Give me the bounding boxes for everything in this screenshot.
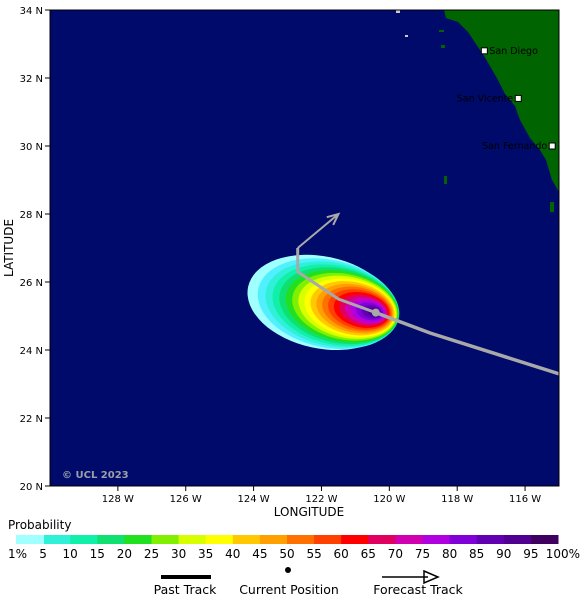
- city-label: San Diego: [489, 46, 538, 57]
- x-axis: 128 W 126 W 124 W 122 W 120 W 118 W 116 W: [102, 486, 541, 505]
- legend-scale-label: 75: [415, 547, 430, 561]
- track-key: Past Track Current Position Forecast Tra…: [154, 567, 464, 597]
- x-tick-label: 126 W: [170, 494, 202, 505]
- island: [441, 45, 445, 48]
- island: [396, 10, 400, 13]
- city-label: San Vicente: [457, 93, 514, 104]
- legend-scale-label: 1%: [8, 547, 27, 561]
- city-label: San Fernando: [482, 141, 547, 152]
- forecast-track-key-arrow: [423, 569, 440, 585]
- legend-title: Probability: [8, 518, 72, 532]
- city-marker: [514, 94, 522, 102]
- legend-swatch: [70, 535, 98, 544]
- y-tick-label: 32 N: [20, 74, 43, 85]
- forecast-arrowhead: [326, 212, 341, 226]
- y-tick-label: 34 N: [20, 6, 43, 17]
- probability-scale: 1% 5 10 15 20 25 30 35 40 45 50 55 60 65 70 75 80 85 90 95 1…: [8, 535, 580, 561]
- legend-swatch: [97, 535, 125, 544]
- legend-scale-label: 65: [361, 547, 376, 561]
- x-tick-label: 128 W: [102, 494, 134, 505]
- forecast-track-key-label: Forecast Track: [373, 582, 463, 597]
- current-position-key-label: Current Position: [239, 582, 339, 597]
- x-tick-label: 118 W: [441, 494, 473, 505]
- legend-swatch: [503, 535, 532, 544]
- legend-swatch: [449, 535, 478, 544]
- x-tick-label: 122 W: [305, 494, 337, 505]
- y-tick-label: 28 N: [20, 210, 43, 221]
- y-tick-label: 24 N: [20, 346, 43, 357]
- city-marker: [548, 142, 556, 150]
- ocean-area: [50, 10, 559, 486]
- legend-scale-label: 35: [198, 547, 213, 561]
- legend-scale-label: 60: [334, 547, 349, 561]
- coastline-land: [444, 10, 559, 192]
- storm-tracks: [296, 212, 559, 376]
- y-tick-label: 30 N: [20, 142, 43, 153]
- legend-scale-label: 80: [442, 547, 457, 561]
- island: [405, 35, 408, 37]
- legend-scale-label: 45: [252, 547, 267, 561]
- legend-swatch: [151, 535, 180, 544]
- legend-swatch: [43, 535, 71, 544]
- legend-scale-label: 25: [144, 547, 159, 561]
- x-axis-title: LONGITUDE: [274, 505, 344, 519]
- past-track: [296, 248, 377, 315]
- forecast-track-segment: [375, 310, 559, 376]
- legend-scale-label: 20: [117, 547, 132, 561]
- legend-scale-label: 10: [63, 547, 78, 561]
- past-track-key-label: Past Track: [154, 582, 217, 597]
- y-tick-label: 22 N: [20, 414, 43, 425]
- y-axis: 34 N 32 N 30 N 28 N 26 N 24 N 22 N 20 N: [20, 6, 50, 493]
- legend-scale-label: 5: [39, 547, 47, 561]
- legend-swatch: [368, 535, 396, 544]
- city-marker: [480, 47, 488, 55]
- legend-scale-label: 40: [225, 547, 240, 561]
- y-axis-title: LATITUDE: [2, 219, 16, 277]
- legend-swatch: [259, 535, 288, 544]
- legend-scale-label: 100%: [546, 547, 580, 561]
- legend-scale-label: 90: [496, 547, 511, 561]
- legend-swatch: [422, 535, 451, 544]
- legend-swatch: [178, 535, 207, 544]
- copyright-text: © UCL 2023: [62, 470, 129, 481]
- legend-scale-label: 55: [306, 547, 321, 561]
- current-position-marker: [371, 308, 380, 317]
- legend-swatch: [314, 535, 342, 544]
- legend-scale-label: 50: [279, 547, 294, 561]
- legend-swatch: [476, 535, 505, 544]
- legend-scale-label: 15: [90, 547, 105, 561]
- island: [444, 176, 447, 184]
- legend-swatch: [16, 535, 44, 544]
- x-tick-label: 124 W: [238, 494, 270, 505]
- current-position-key-dot: [285, 567, 291, 573]
- legend-swatch: [124, 535, 152, 544]
- plot-frame: [49, 9, 560, 487]
- legend-swatch: [232, 535, 261, 544]
- y-tick-label: 26 N: [20, 278, 43, 289]
- forecast-track-segment: [297, 213, 340, 249]
- x-tick-label: 116 W: [509, 494, 541, 505]
- legend-swatch: [341, 535, 369, 544]
- y-tick-label: 20 N: [20, 482, 43, 493]
- legend-scale-label: 85: [469, 547, 484, 561]
- legend-scale-label: 95: [523, 547, 538, 561]
- legend-scale-label: 70: [388, 547, 403, 561]
- city-markers: San Diego San Vicente San Fernando: [457, 46, 556, 152]
- island: [550, 202, 554, 212]
- legend-swatch: [205, 535, 234, 544]
- legend-swatch: [530, 535, 559, 544]
- legend-swatch: [395, 535, 423, 544]
- legend-swatch: [287, 535, 315, 544]
- x-tick-label: 120 W: [373, 494, 405, 505]
- island: [439, 30, 444, 32]
- legend-scale-label: 30: [171, 547, 186, 561]
